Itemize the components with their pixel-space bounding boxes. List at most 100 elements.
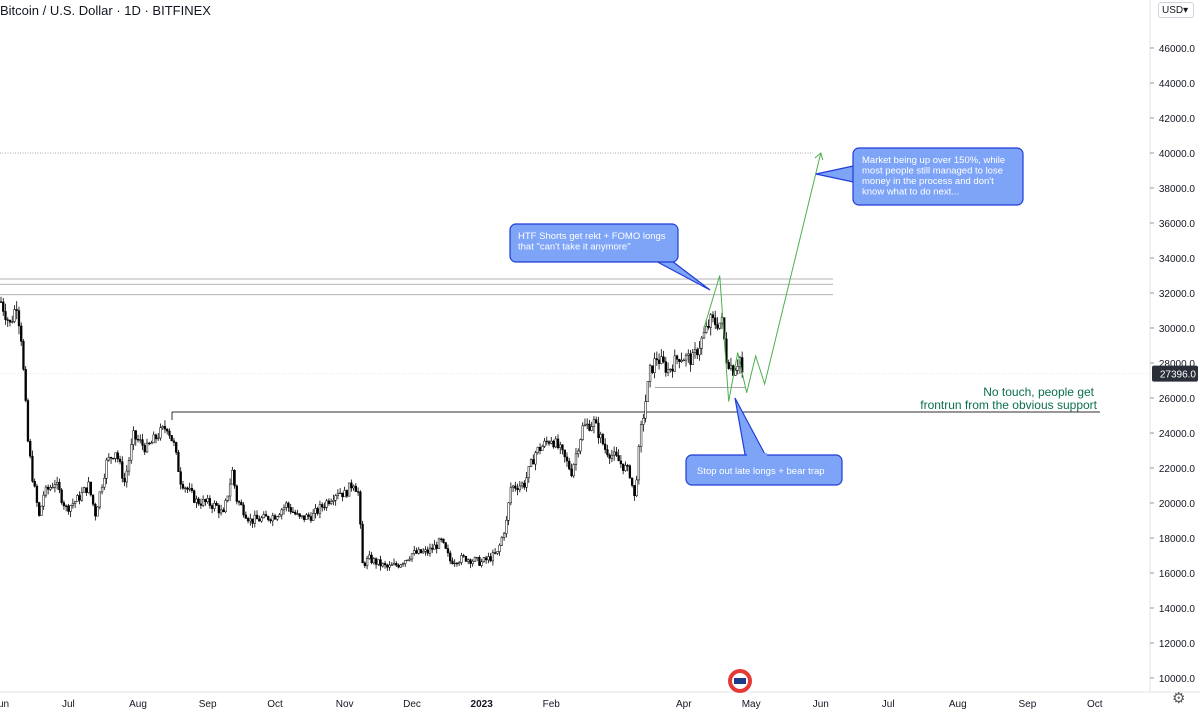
candle-body <box>505 520 508 534</box>
candle-body <box>134 430 137 440</box>
x-tick-label: May <box>742 699 761 710</box>
candle-body <box>118 458 122 462</box>
callout-htf-text: HTF Shorts get rekt + FOMO longs that "ca… <box>518 231 666 253</box>
candle-body <box>617 455 620 462</box>
candle-body <box>49 487 52 490</box>
support-note-line1: No touch, people get <box>983 385 1094 399</box>
candle-body <box>588 423 591 431</box>
candle-body <box>514 485 517 489</box>
callout-stop-pointer <box>734 397 769 461</box>
candle-body <box>597 422 600 439</box>
candle-body <box>163 426 167 430</box>
candle-body <box>460 555 463 563</box>
candle-body <box>370 554 373 564</box>
candle-body <box>98 491 101 508</box>
y-tick-label: 44000.0 <box>1159 79 1196 90</box>
x-tick-label: Dec <box>403 699 421 710</box>
candle-body <box>145 442 149 453</box>
x-tick-label: Jul <box>882 699 895 710</box>
candle-body <box>489 556 492 562</box>
candle-body <box>664 361 667 373</box>
candle-body <box>20 325 23 342</box>
callout-stop-text: Stop out late longs + bear trap <box>697 466 825 477</box>
candle-body <box>487 556 490 561</box>
candle-body <box>291 511 295 513</box>
candle-body <box>491 552 495 562</box>
candle-body <box>476 557 479 559</box>
callout-market[interactable]: Market being up over 150%, while most peo… <box>815 147 1024 206</box>
candle-body <box>653 358 656 373</box>
candle-body <box>289 507 292 513</box>
candle-body <box>197 498 200 505</box>
candle-body <box>269 519 272 522</box>
candle-body <box>595 419 598 424</box>
candle-body <box>253 514 256 524</box>
candle-body <box>444 542 447 549</box>
candle-body <box>60 489 63 503</box>
gear-icon[interactable]: ⚙ <box>1172 690 1186 707</box>
callout-stop[interactable]: Stop out late longs + bear trap <box>685 397 843 486</box>
candle-body <box>201 499 205 506</box>
candle-body <box>73 501 77 504</box>
candle-body <box>226 495 229 501</box>
candle-body <box>502 533 506 538</box>
candle-body <box>330 501 333 504</box>
candle-body <box>303 515 306 520</box>
candle-body <box>258 518 261 522</box>
candle-body <box>613 451 616 456</box>
candle-body <box>689 353 692 365</box>
current-price-badge <box>1152 365 1198 382</box>
candle-body <box>374 558 378 565</box>
candle-body <box>734 370 737 376</box>
candle-body <box>639 424 643 447</box>
candle-body <box>484 557 488 561</box>
candle-body <box>219 509 223 514</box>
candle-body <box>527 466 530 479</box>
y-tick-label: 32000.0 <box>1159 289 1196 300</box>
candle-body <box>604 443 607 450</box>
candle-body <box>228 483 232 497</box>
candle-body <box>496 551 499 554</box>
candle-body <box>621 463 625 471</box>
candle-body <box>278 514 281 517</box>
candle-body <box>471 560 474 564</box>
plot-area[interactable]: Market being up over 150%, while most peo… <box>0 0 1200 693</box>
candle-body <box>511 485 515 488</box>
x-tick-label: Oct <box>267 699 283 710</box>
candle-body <box>217 505 221 514</box>
candle-body <box>678 359 681 362</box>
event-flag-icon[interactable] <box>728 669 752 693</box>
candle-body <box>316 508 319 514</box>
currency-selector[interactable]: USD▾ <box>1158 2 1194 18</box>
candle-body <box>565 456 569 462</box>
candle-body <box>195 498 198 503</box>
candlestick-series[interactable] <box>0 296 744 571</box>
candle-body <box>390 564 393 566</box>
price-axis[interactable]: 10000.0 12000.0 14000.0 16000.0 18000.0 20000… <box>1150 44 1198 685</box>
candle-body <box>188 487 191 490</box>
callout-htf-pointer <box>649 257 711 291</box>
candle-body <box>127 459 131 472</box>
candle-body <box>729 365 733 369</box>
candle-body <box>698 348 701 356</box>
candle-body <box>345 490 349 497</box>
callout-htf-box <box>509 223 679 263</box>
candle-body <box>523 482 526 488</box>
candle-body <box>143 445 146 453</box>
x-tick-label: Sep <box>199 699 217 710</box>
candle-body <box>116 452 119 460</box>
candle-body <box>543 440 546 447</box>
candle-body <box>150 442 153 445</box>
candle-body <box>237 501 241 503</box>
candle-body <box>702 332 706 339</box>
candle-body <box>570 468 573 477</box>
candle-body <box>518 485 521 490</box>
candle-body <box>579 439 582 452</box>
time-axis[interactable]: Jun Jul Aug Sep Oct Nov Dec 2023 Feb Apr May Jun Jul… <box>0 699 1103 710</box>
candle-body <box>606 449 609 456</box>
candle-body <box>435 544 438 549</box>
candle-body <box>687 353 690 356</box>
candle-body <box>608 454 611 459</box>
callout-htf[interactable]: HTF Shorts get rekt + FOMO longs that "ca… <box>509 223 711 291</box>
